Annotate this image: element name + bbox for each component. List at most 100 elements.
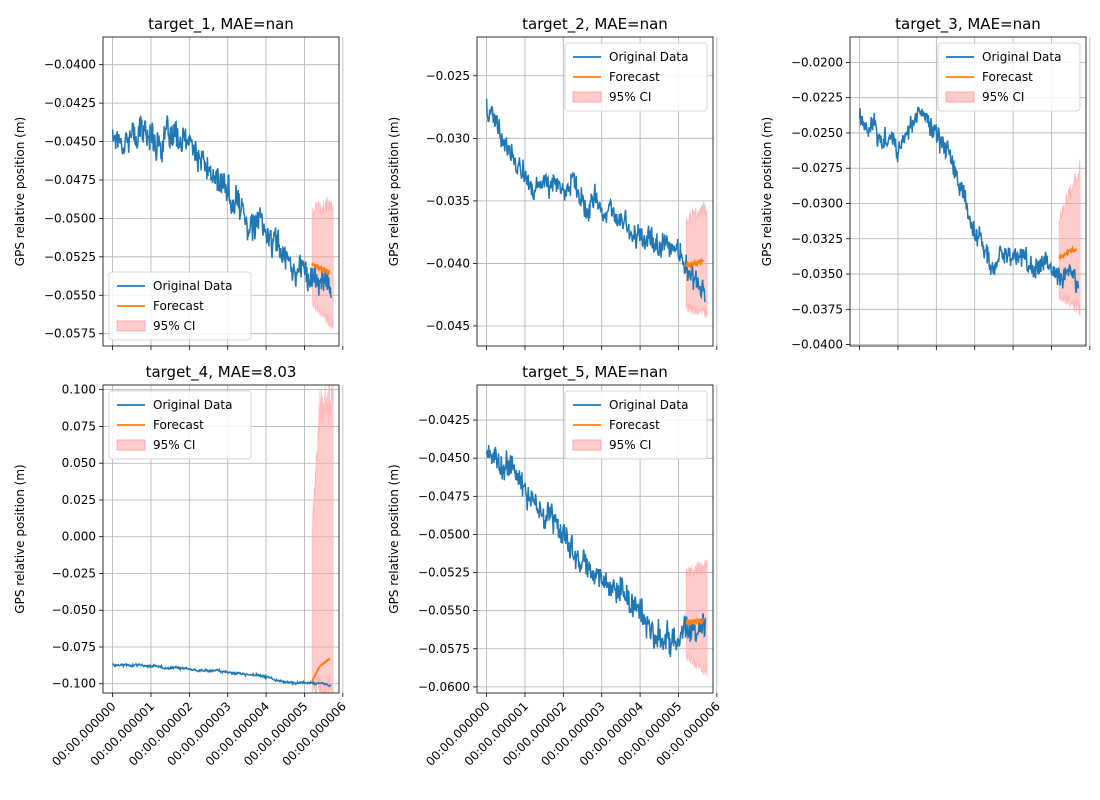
y-tick-label: −0.035 bbox=[426, 194, 470, 208]
axes-frame bbox=[102, 384, 340, 694]
legend-entry: 95% CI bbox=[153, 438, 195, 452]
chart-title: target_4, MAE=8.03 bbox=[146, 363, 297, 382]
chart-title: target_5, MAE=nan bbox=[522, 363, 668, 382]
legend-swatch-ci bbox=[945, 91, 975, 103]
series-forecast bbox=[1058, 245, 1078, 261]
y-tick-label: −0.0400 bbox=[791, 338, 843, 352]
y-tick-label: −0.0250 bbox=[791, 126, 843, 140]
y-tick-label: −0.0525 bbox=[44, 250, 96, 264]
plot-area bbox=[485, 98, 708, 319]
y-tick-label: 0.075 bbox=[62, 419, 96, 433]
axes-frame bbox=[476, 36, 714, 347]
chart-title: target_3, MAE=nan bbox=[895, 15, 1041, 34]
y-tick-label: −0.025 bbox=[52, 566, 96, 580]
legend-entry: Forecast bbox=[153, 299, 204, 313]
legend-swatch-ci bbox=[116, 439, 146, 451]
axes-frame bbox=[102, 36, 340, 347]
y-tick-label: −0.0300 bbox=[791, 196, 843, 210]
legend: Original Data Forecast 95% CI bbox=[108, 271, 252, 341]
subplot-3: −0.0400 −0.0375 −0.0350 −0.0325 −0.0300 −0.02… bbox=[760, 15, 1091, 352]
y-tick-label: −0.0575 bbox=[44, 327, 96, 341]
legend-swatch-ci bbox=[572, 439, 602, 451]
series-forecast bbox=[311, 657, 331, 682]
y-tick-label: 0.025 bbox=[62, 493, 96, 507]
subplot-1: −0.0575 −0.0550 −0.0525 −0.0500 −0.0475 −0.04… bbox=[13, 15, 344, 350]
series-forecast bbox=[685, 257, 705, 270]
y-tick-label: −0.0550 bbox=[44, 288, 96, 302]
y-axis-label: GPS relative position (m) bbox=[387, 117, 401, 266]
plot-area bbox=[485, 444, 708, 677]
y-tick-label: −0.0275 bbox=[791, 161, 843, 175]
plot-area bbox=[858, 106, 1081, 317]
y-tick-label: −0.0350 bbox=[791, 267, 843, 281]
legend: Original Data Forecast 95% CI bbox=[937, 42, 1081, 112]
legend: Original Data Forecast 95% CI bbox=[564, 42, 708, 112]
y-tick-label: −0.0575 bbox=[418, 642, 470, 656]
series-original-data bbox=[858, 106, 1080, 294]
y-tick-label: −0.0475 bbox=[418, 489, 470, 503]
y-tick-label: −0.030 bbox=[426, 131, 470, 145]
ci-band bbox=[685, 201, 708, 319]
legend-entry: 95% CI bbox=[609, 438, 651, 452]
subplot-2: −0.045 −0.040 −0.035 −0.030 −0.025 target_2, … bbox=[387, 15, 718, 350]
y-tick-label: −0.0450 bbox=[44, 135, 96, 149]
legend-entry: 95% CI bbox=[153, 319, 195, 333]
chart-title: target_1, MAE=nan bbox=[148, 15, 294, 34]
y-tick-label: −0.0425 bbox=[418, 413, 470, 427]
ci-band bbox=[311, 196, 334, 330]
plot-area bbox=[111, 115, 334, 330]
legend-entry: Original Data bbox=[153, 279, 232, 293]
axes-frame bbox=[476, 384, 714, 694]
y-tick-label: −0.0475 bbox=[44, 173, 96, 187]
legend-entry: Forecast bbox=[609, 418, 660, 432]
legend-entry: 95% CI bbox=[609, 90, 651, 104]
series-original-data bbox=[485, 444, 707, 658]
y-tick-label: −0.050 bbox=[52, 603, 96, 617]
y-tick-label: −0.0425 bbox=[44, 96, 96, 110]
subplot-4: −0.100 −0.075 −0.050 −0.025 0.000 0.025 0.050 0… bbox=[13, 363, 349, 769]
x-tick-label: 00:00.000000 bbox=[423, 699, 492, 768]
y-tick-label: −0.040 bbox=[426, 256, 470, 270]
y-tick-label: −0.0500 bbox=[44, 211, 96, 225]
y-tick-label: −0.100 bbox=[52, 677, 96, 691]
legend-entry: Original Data bbox=[982, 50, 1061, 64]
y-tick-label: −0.0200 bbox=[791, 55, 843, 69]
legend: Original Data Forecast 95% CI bbox=[564, 390, 708, 460]
y-axis-label: GPS relative position (m) bbox=[13, 464, 27, 613]
series-original-data bbox=[485, 98, 706, 303]
legend-entry: Forecast bbox=[153, 418, 204, 432]
legend-swatch-ci bbox=[572, 91, 602, 103]
legend-entry: Original Data bbox=[609, 50, 688, 64]
y-tick-label: 0.050 bbox=[62, 456, 96, 470]
legend-swatch-ci bbox=[116, 320, 146, 332]
legend: Original Data Forecast 95% CI bbox=[108, 390, 252, 460]
y-tick-label: −0.0450 bbox=[418, 451, 470, 465]
y-tick-label: −0.025 bbox=[426, 69, 470, 83]
x-tick-label: 00:00.000000 bbox=[49, 699, 118, 768]
ci-band bbox=[1058, 158, 1081, 317]
y-tick-label: −0.0550 bbox=[418, 604, 470, 618]
y-tick-label: −0.0600 bbox=[418, 680, 470, 694]
chart-title: target_2, MAE=nan bbox=[522, 15, 668, 34]
y-tick-label: −0.045 bbox=[426, 319, 470, 333]
legend-entry: 95% CI bbox=[982, 90, 1024, 104]
y-tick-label: −0.0525 bbox=[418, 566, 470, 580]
series-forecast bbox=[685, 616, 705, 627]
y-tick-label: −0.0225 bbox=[791, 91, 843, 105]
series-forecast bbox=[311, 262, 331, 276]
y-axis-label: GPS relative position (m) bbox=[387, 464, 401, 613]
subplot-5: −0.0600 −0.0575 −0.0550 −0.0525 −0.0500 −0.04… bbox=[387, 363, 723, 769]
y-axis-label: GPS relative position (m) bbox=[13, 117, 27, 266]
y-tick-label: 0.100 bbox=[62, 383, 96, 397]
y-tick-label: −0.0375 bbox=[791, 302, 843, 316]
ci-band bbox=[311, 385, 334, 693]
legend-entry: Forecast bbox=[982, 70, 1033, 84]
series-original-data bbox=[111, 115, 333, 299]
grid bbox=[850, 37, 1091, 346]
legend-entry: Forecast bbox=[609, 70, 660, 84]
axes-frame bbox=[849, 36, 1087, 347]
y-tick-label: 0.000 bbox=[62, 530, 96, 544]
y-tick-label: −0.0325 bbox=[791, 232, 843, 246]
legend-entry: Original Data bbox=[609, 398, 688, 412]
